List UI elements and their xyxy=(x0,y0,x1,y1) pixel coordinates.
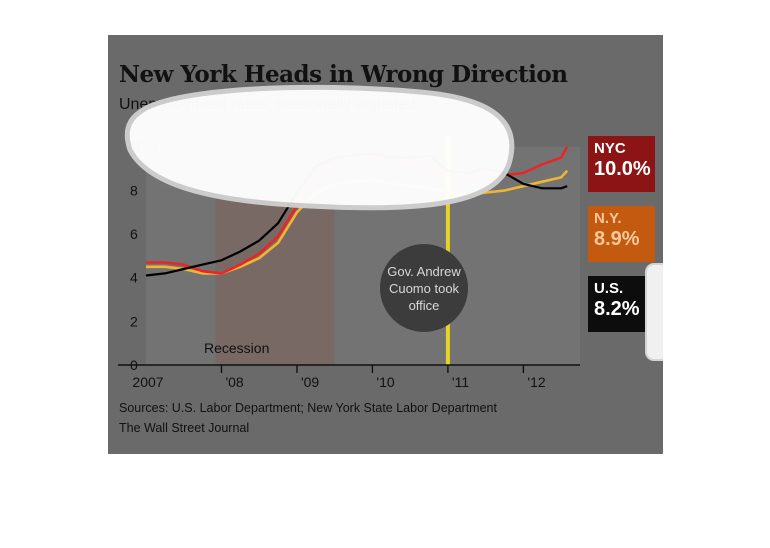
y-tick-label: 8 xyxy=(130,182,138,198)
recession-label: Recession xyxy=(204,340,270,356)
y-tick-label: 0 xyxy=(130,357,138,373)
x-tick-label: '10 xyxy=(376,374,394,390)
badge-nyc-value: 10.0% xyxy=(594,158,651,180)
badge-us-name: U.S. xyxy=(594,280,624,297)
badge-nyc: NYC 10.0% xyxy=(588,136,655,192)
chart-title: New York Heads in Wrong Direction xyxy=(119,61,568,88)
badge-ny-value: 8.9% xyxy=(594,228,640,250)
publisher-credit: The Wall Street Journal xyxy=(119,421,250,435)
y-tick-label: 2 xyxy=(130,313,138,329)
x-tick-label: 2007 xyxy=(132,374,163,390)
badge-ny: N.Y. 8.9% xyxy=(588,206,655,262)
badge-us: U.S. 8.2% xyxy=(588,276,655,332)
y-tick-label: 4 xyxy=(130,270,138,286)
white-overlay-shape xyxy=(124,84,515,211)
sources-note: Sources: U.S. Labor Department; New York… xyxy=(119,401,497,415)
x-tick-label: '09 xyxy=(301,374,319,390)
badge-nyc-name: NYC xyxy=(594,140,626,157)
badge-ny-name: N.Y. xyxy=(594,210,622,227)
x-axis-ticks: 2007 '08 '09 '10 '11 '12 xyxy=(132,365,546,390)
edge-overlay-mark xyxy=(645,263,663,361)
x-tick-label: '12 xyxy=(527,374,545,390)
x-tick-label: '08 xyxy=(225,374,243,390)
x-tick-label: '11 xyxy=(452,374,469,390)
cuomo-callout: Gov. Andrew Cuomo took office xyxy=(380,244,468,332)
y-tick-label: 6 xyxy=(130,226,138,242)
badge-us-value: 8.2% xyxy=(594,298,640,320)
